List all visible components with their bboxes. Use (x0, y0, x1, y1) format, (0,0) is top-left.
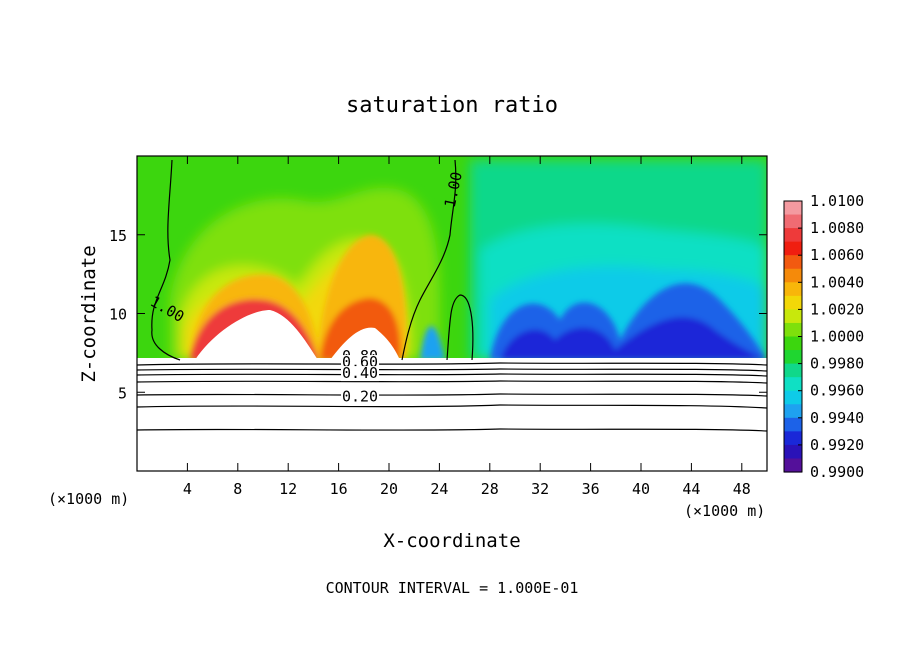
colorbar-swatch (784, 214, 802, 229)
x-tick-label: 8 (233, 480, 242, 498)
trough-blue-a (420, 326, 445, 360)
chart-title: saturation ratio (346, 93, 558, 118)
x-tick-label: 40 (632, 480, 650, 498)
x-tick-label: 4 (183, 480, 192, 498)
x-axis-label: X-coordinate (383, 530, 520, 552)
plot-field (137, 156, 767, 471)
colorbar-tick-label: 1.0020 (810, 300, 864, 318)
contour-label: 0.40 (341, 364, 380, 382)
colorbar-swatch (784, 201, 802, 216)
colorbar-tick-label: 1.0080 (810, 219, 864, 237)
y-tick-label: 15 (109, 227, 127, 245)
colorbar-tick-label: 1.0100 (810, 192, 864, 210)
colorbar-tick-label: 0.9960 (810, 382, 864, 400)
y-axis-label: Z-coordinate (78, 245, 100, 382)
contour-label: 0.20 (341, 388, 380, 406)
colorbar-swatch (784, 255, 802, 270)
colorbar-swatch (784, 417, 802, 432)
colorbar-swatch (784, 404, 802, 419)
x-tick-label: 28 (481, 480, 499, 498)
colorbar-swatch (784, 268, 802, 283)
x-axis-unit-left: (×1000 m) (48, 490, 129, 508)
colorbar-swatch (784, 228, 802, 243)
colorbar-swatch (784, 295, 802, 310)
colorbar-tick-label: 1.0060 (810, 246, 864, 264)
colorbar-swatch (784, 363, 802, 378)
x-tick-label: 24 (430, 480, 448, 498)
x-axis-unit-right: (×1000 m) (684, 502, 765, 520)
lower-region (137, 358, 767, 471)
contour-label-text: 0.20 (342, 388, 378, 406)
colorbar-swatch (784, 322, 802, 338)
x-tick-label: 36 (582, 480, 600, 498)
colorbar-tick-label: 1.0000 (810, 328, 864, 346)
x-tick-label: 48 (733, 480, 751, 498)
colorbar: 1.0100 1.0080 1.0060 1.0040 1.0020 1.0000 0.99… (783, 192, 864, 481)
contour-label-text: 0.40 (342, 364, 378, 382)
x-tick-label: 16 (330, 480, 348, 498)
x-tick-label: 12 (279, 480, 297, 498)
colorbar-swatch (784, 390, 802, 405)
colorbar-swatch (784, 458, 802, 473)
x-tick-label: 44 (682, 480, 700, 498)
y-axis: 5 10 15 (109, 227, 767, 402)
colorbar-swatch (784, 377, 802, 392)
x-axis: 4 8 12 16 20 24 28 32 36 40 44 48 (183, 156, 751, 498)
colorbar-swatch (784, 282, 802, 297)
contour-label-bg (341, 389, 380, 405)
terrain-mask-left (195, 310, 318, 360)
contour-label-bg (341, 366, 380, 382)
colorbar-swatch (784, 241, 802, 256)
contour-lines (137, 159, 767, 432)
colorbar-swatch (784, 336, 802, 351)
trough-navy (500, 317, 767, 360)
colorbar-swatch (784, 350, 802, 365)
colorbar-swatch (784, 444, 802, 460)
colorbar-tick-label: 0.9900 (810, 463, 864, 481)
x-tick-label: 32 (531, 480, 549, 498)
colorbar-swatch (784, 431, 802, 446)
colorbar-tick-label: 0.9980 (810, 355, 864, 373)
colorbar-tick-label: 0.9920 (810, 436, 864, 454)
colorbar-swatch (784, 309, 802, 324)
colorbar-tick-label: 0.9940 (810, 409, 864, 427)
y-tick-label: 10 (109, 306, 127, 324)
y-tick-label: 5 (118, 384, 127, 402)
colorbar-tick-label: 1.0040 (810, 273, 864, 291)
x-tick-label: 20 (380, 480, 398, 498)
contour-interval-footer: CONTOUR INTERVAL = 1.000E-01 (326, 579, 579, 597)
